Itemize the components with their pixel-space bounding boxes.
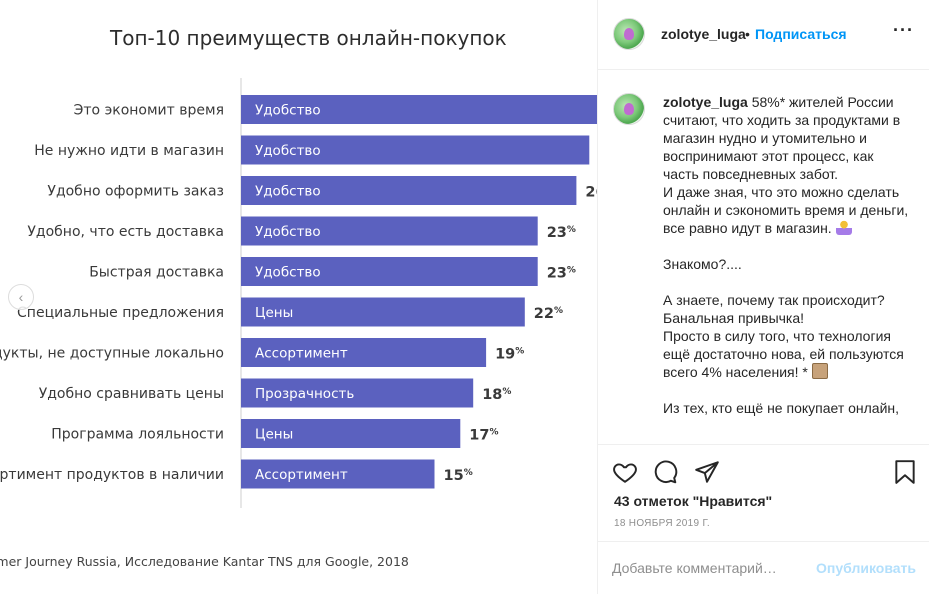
person-shrug-icon <box>835 219 852 235</box>
category-label: продукты, не доступные локально <box>0 346 224 362</box>
bar-label: Удобство <box>255 103 321 119</box>
post-image: Топ-10 преимуществ онлайн-покупок Это эк… <box>0 26 597 569</box>
caption-line: Просто в силу того, что технология ещё д… <box>663 328 904 380</box>
follow-button[interactable]: Подписаться <box>755 26 847 42</box>
category-label: Удобно, что есть доставка <box>27 224 224 240</box>
bar-label: Ассортимент <box>255 467 348 483</box>
heart-icon[interactable] <box>612 459 638 490</box>
actions-bar: 43 отметок "Нравится" 18 НОЯБРЯ 2019 Г. … <box>598 444 929 594</box>
category-label: Это экономит время <box>74 103 224 119</box>
bar-chart: Это экономит времяУдобство29%Не нужно ид… <box>0 78 597 508</box>
value-label: 15% <box>444 468 473 484</box>
category-label: Специальные предложения <box>17 305 224 321</box>
bar <box>241 378 474 408</box>
comment-input[interactable] <box>612 558 812 578</box>
bar <box>241 176 577 205</box>
category-label: Не нужно идти в магазин <box>34 143 224 159</box>
source-note: sumer Journey Russia, Исследование Kanta… <box>0 554 409 569</box>
bar <box>241 216 538 246</box>
scroll-icon <box>811 363 828 379</box>
category-label: Программа лояльности <box>51 427 224 443</box>
value-label: 19% <box>495 347 524 363</box>
share-icon[interactable] <box>694 459 720 490</box>
more-icon[interactable]: ··· <box>893 20 914 40</box>
caption-line: А знаете, почему так происходит? <box>663 292 885 308</box>
caption-username[interactable]: zolotye_luga <box>663 94 748 110</box>
author-username[interactable]: zolotye_luga <box>661 26 746 42</box>
bar-label: Ассортимент <box>255 346 348 362</box>
bar-label: Цены <box>255 427 293 443</box>
comment-icon[interactable] <box>652 459 678 490</box>
value-label: 23% <box>547 225 576 241</box>
comment-box: Опубликовать <box>598 541 929 595</box>
bar-label: Удобство <box>255 184 321 200</box>
bar-label: Удобство <box>255 143 321 159</box>
avatar[interactable] <box>613 93 645 125</box>
post-date[interactable]: 18 НОЯБРЯ 2019 Г. <box>614 518 711 529</box>
caption-line: Из тех, кто ещё не покупает онлайн, <box>663 400 900 416</box>
bar <box>241 338 487 367</box>
value-label: 18% <box>482 387 511 403</box>
bookmark-icon[interactable] <box>892 459 918 490</box>
post-caption: zolotye_luga 58%* жителей России считают… <box>663 93 913 417</box>
bar <box>241 135 590 165</box>
bar <box>241 459 435 489</box>
category-label: ассортимент продуктов в наличии <box>0 467 224 483</box>
chevron-left-icon: ‹ <box>18 289 24 305</box>
category-label: Удобно сравнивать цены <box>39 386 224 402</box>
bar-label: Прозрачность <box>255 386 354 402</box>
value-label: 23% <box>547 266 576 282</box>
category-label: Удобно оформить заказ <box>47 184 224 200</box>
bar <box>241 257 538 286</box>
likes-count[interactable]: 43 отметок "Нравится" <box>614 493 773 509</box>
bar-label: Удобство <box>255 265 321 281</box>
post-sidebar: zolotye_luga • Подписаться ··· zolotye_l… <box>597 0 929 594</box>
caption-line: Банальная привычка! <box>663 310 805 326</box>
caption-line: Знакомо?.... <box>663 256 742 272</box>
value-label: 22% <box>534 306 563 322</box>
publish-button[interactable]: Опубликовать <box>816 560 916 576</box>
carousel-prev-button[interactable]: ‹ <box>8 284 34 310</box>
bar-label: Цены <box>255 305 293 321</box>
avatar[interactable] <box>613 18 645 50</box>
caption-line: 58%* жителей России считают, что ходить … <box>663 94 901 182</box>
value-label: 26% <box>585 185 597 201</box>
bar-label: Удобство <box>255 224 321 240</box>
value-label: 17% <box>469 428 498 444</box>
post-header: zolotye_luga • Подписаться ··· <box>598 0 929 70</box>
category-label: Быстрая доставка <box>89 265 224 281</box>
comments-area[interactable]: zolotye_luga 58%* жителей России считают… <box>598 71 929 444</box>
chart-title: Топ-10 преимуществ онлайн-покупок <box>110 26 507 50</box>
bar <box>241 95 597 124</box>
caption-line: И даже зная, что это можно сделать онлай… <box>663 184 909 236</box>
separator-dot: • <box>745 26 750 42</box>
bar <box>241 419 461 448</box>
bar <box>241 297 525 327</box>
